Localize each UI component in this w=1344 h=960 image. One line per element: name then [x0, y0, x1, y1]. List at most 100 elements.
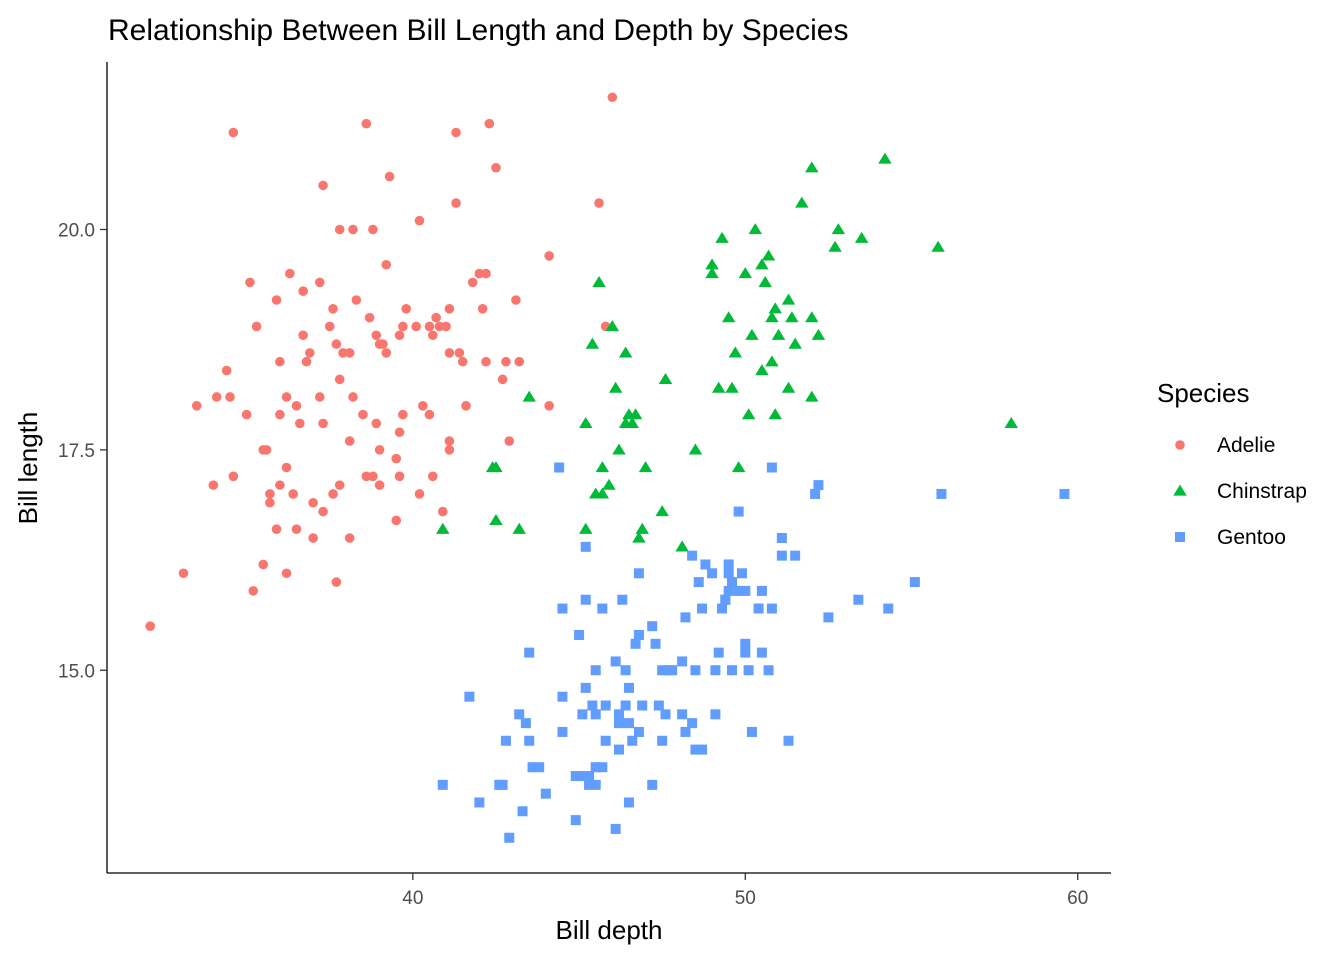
- legend-key-chinstrap: [1173, 484, 1187, 496]
- data-point-adelie: [501, 356, 511, 367]
- data-point-gentoo: [727, 665, 738, 676]
- data-point-gentoo: [597, 603, 608, 614]
- data-point-adelie: [271, 524, 282, 535]
- data-point-gentoo: [500, 735, 511, 746]
- data-point-adelie: [381, 259, 392, 270]
- data-point-gentoo: [623, 718, 634, 729]
- data-point-adelie: [291, 400, 302, 411]
- data-point-adelie: [208, 480, 219, 490]
- data-point-adelie: [298, 330, 308, 341]
- data-point-gentoo: [574, 629, 585, 640]
- data-point-adelie: [308, 533, 318, 543]
- y-axis-title: Bill length: [13, 412, 43, 525]
- data-point-adelie: [228, 471, 239, 482]
- data-point-adelie: [431, 312, 441, 323]
- data-point-chinstrap: [592, 275, 606, 287]
- data-point-adelie: [497, 374, 508, 385]
- data-point-adelie: [361, 118, 372, 129]
- x-axis-title: Bill depth: [556, 915, 663, 945]
- data-point-gentoo: [756, 647, 767, 658]
- data-point-gentoo: [534, 762, 545, 773]
- data-point-gentoo: [740, 638, 751, 649]
- data-point-gentoo: [776, 533, 787, 544]
- data-point-adelie: [318, 418, 328, 429]
- data-point-gentoo: [776, 550, 787, 561]
- data-point-adelie: [318, 180, 328, 191]
- data-point-adelie: [328, 489, 338, 499]
- data-point-chinstrap: [579, 522, 593, 534]
- data-point-adelie: [441, 321, 451, 332]
- data-point-gentoo: [733, 506, 744, 517]
- chart-title: Relationship Between Bill Length and Dep…: [108, 14, 848, 47]
- data-point-adelie: [444, 436, 455, 446]
- data-point-adelie: [594, 198, 604, 208]
- data-point-gentoo: [587, 700, 598, 711]
- data-point-chinstrap: [831, 223, 846, 235]
- data-point-chinstrap: [765, 355, 779, 367]
- data-point-adelie: [544, 400, 554, 411]
- data-point-chinstrap: [728, 346, 743, 358]
- y-axis-ticks: 15.0 17.5 20.0: [58, 220, 107, 682]
- data-point-adelie: [444, 304, 455, 314]
- data-point-adelie: [391, 515, 402, 526]
- data-point-gentoo: [766, 603, 777, 614]
- data-point-gentoo: [590, 779, 601, 790]
- data-point-gentoo: [517, 806, 528, 817]
- data-point-gentoo: [693, 577, 704, 588]
- data-point-adelie: [191, 400, 202, 411]
- data-point-adelie: [261, 445, 272, 455]
- data-point-chinstrap: [608, 381, 623, 393]
- data-point-gentoo: [620, 700, 631, 711]
- legend-label-chinstrap: Chinstrap: [1217, 480, 1307, 503]
- data-point-gentoo: [697, 744, 708, 755]
- data-point-gentoo: [740, 647, 751, 658]
- y-tick-label: 20.0: [58, 220, 95, 241]
- data-point-gentoo: [690, 744, 701, 755]
- data-point-gentoo: [707, 568, 718, 579]
- data-point-chinstrap: [931, 240, 945, 252]
- plot-area: [145, 92, 1070, 843]
- data-point-gentoo: [610, 823, 621, 834]
- data-point-chinstrap: [805, 161, 819, 173]
- data-point-adelie: [424, 409, 435, 420]
- data-point-chinstrap: [675, 540, 689, 552]
- legend-key-gentoo: [1175, 532, 1185, 542]
- data-point-chinstrap: [768, 408, 782, 420]
- data-point-chinstrap: [489, 461, 503, 473]
- data-point-gentoo: [613, 744, 624, 755]
- data-point-adelie: [481, 268, 491, 279]
- data-point-gentoo: [700, 559, 711, 570]
- data-point-chinstrap: [655, 505, 669, 517]
- data-point-gentoo: [527, 762, 538, 773]
- data-point-adelie: [378, 339, 388, 349]
- data-point-gentoo: [687, 718, 698, 729]
- data-point-adelie: [178, 568, 189, 579]
- data-point-adelie: [281, 568, 292, 579]
- data-point-adelie: [285, 268, 295, 279]
- data-point-adelie: [361, 471, 372, 482]
- data-point-adelie: [331, 577, 342, 587]
- data-point-chinstrap: [741, 408, 756, 420]
- data-point-gentoo: [610, 656, 621, 667]
- data-point-adelie: [275, 480, 285, 490]
- data-point-chinstrap: [585, 337, 600, 349]
- data-point-adelie: [394, 330, 405, 341]
- data-point-adelie: [444, 445, 455, 455]
- data-point-gentoo: [697, 603, 708, 614]
- data-point-adelie: [381, 348, 392, 358]
- data-point-gentoo: [753, 603, 764, 614]
- data-point-adelie: [228, 127, 239, 138]
- data-point-gentoo: [783, 735, 794, 746]
- data-point-adelie: [331, 339, 342, 349]
- data-point-adelie: [368, 224, 378, 235]
- data-point-gentoo: [710, 709, 721, 720]
- data-point-chinstrap: [595, 487, 610, 499]
- data-point-adelie: [145, 621, 156, 631]
- data-point-gentoo: [633, 568, 644, 579]
- data-point-gentoo: [667, 665, 678, 676]
- data-point-gentoo: [657, 735, 668, 746]
- data-point-gentoo: [657, 665, 668, 676]
- data-point-adelie: [275, 356, 285, 367]
- data-point-adelie: [374, 480, 385, 490]
- data-point-chinstrap: [705, 267, 719, 279]
